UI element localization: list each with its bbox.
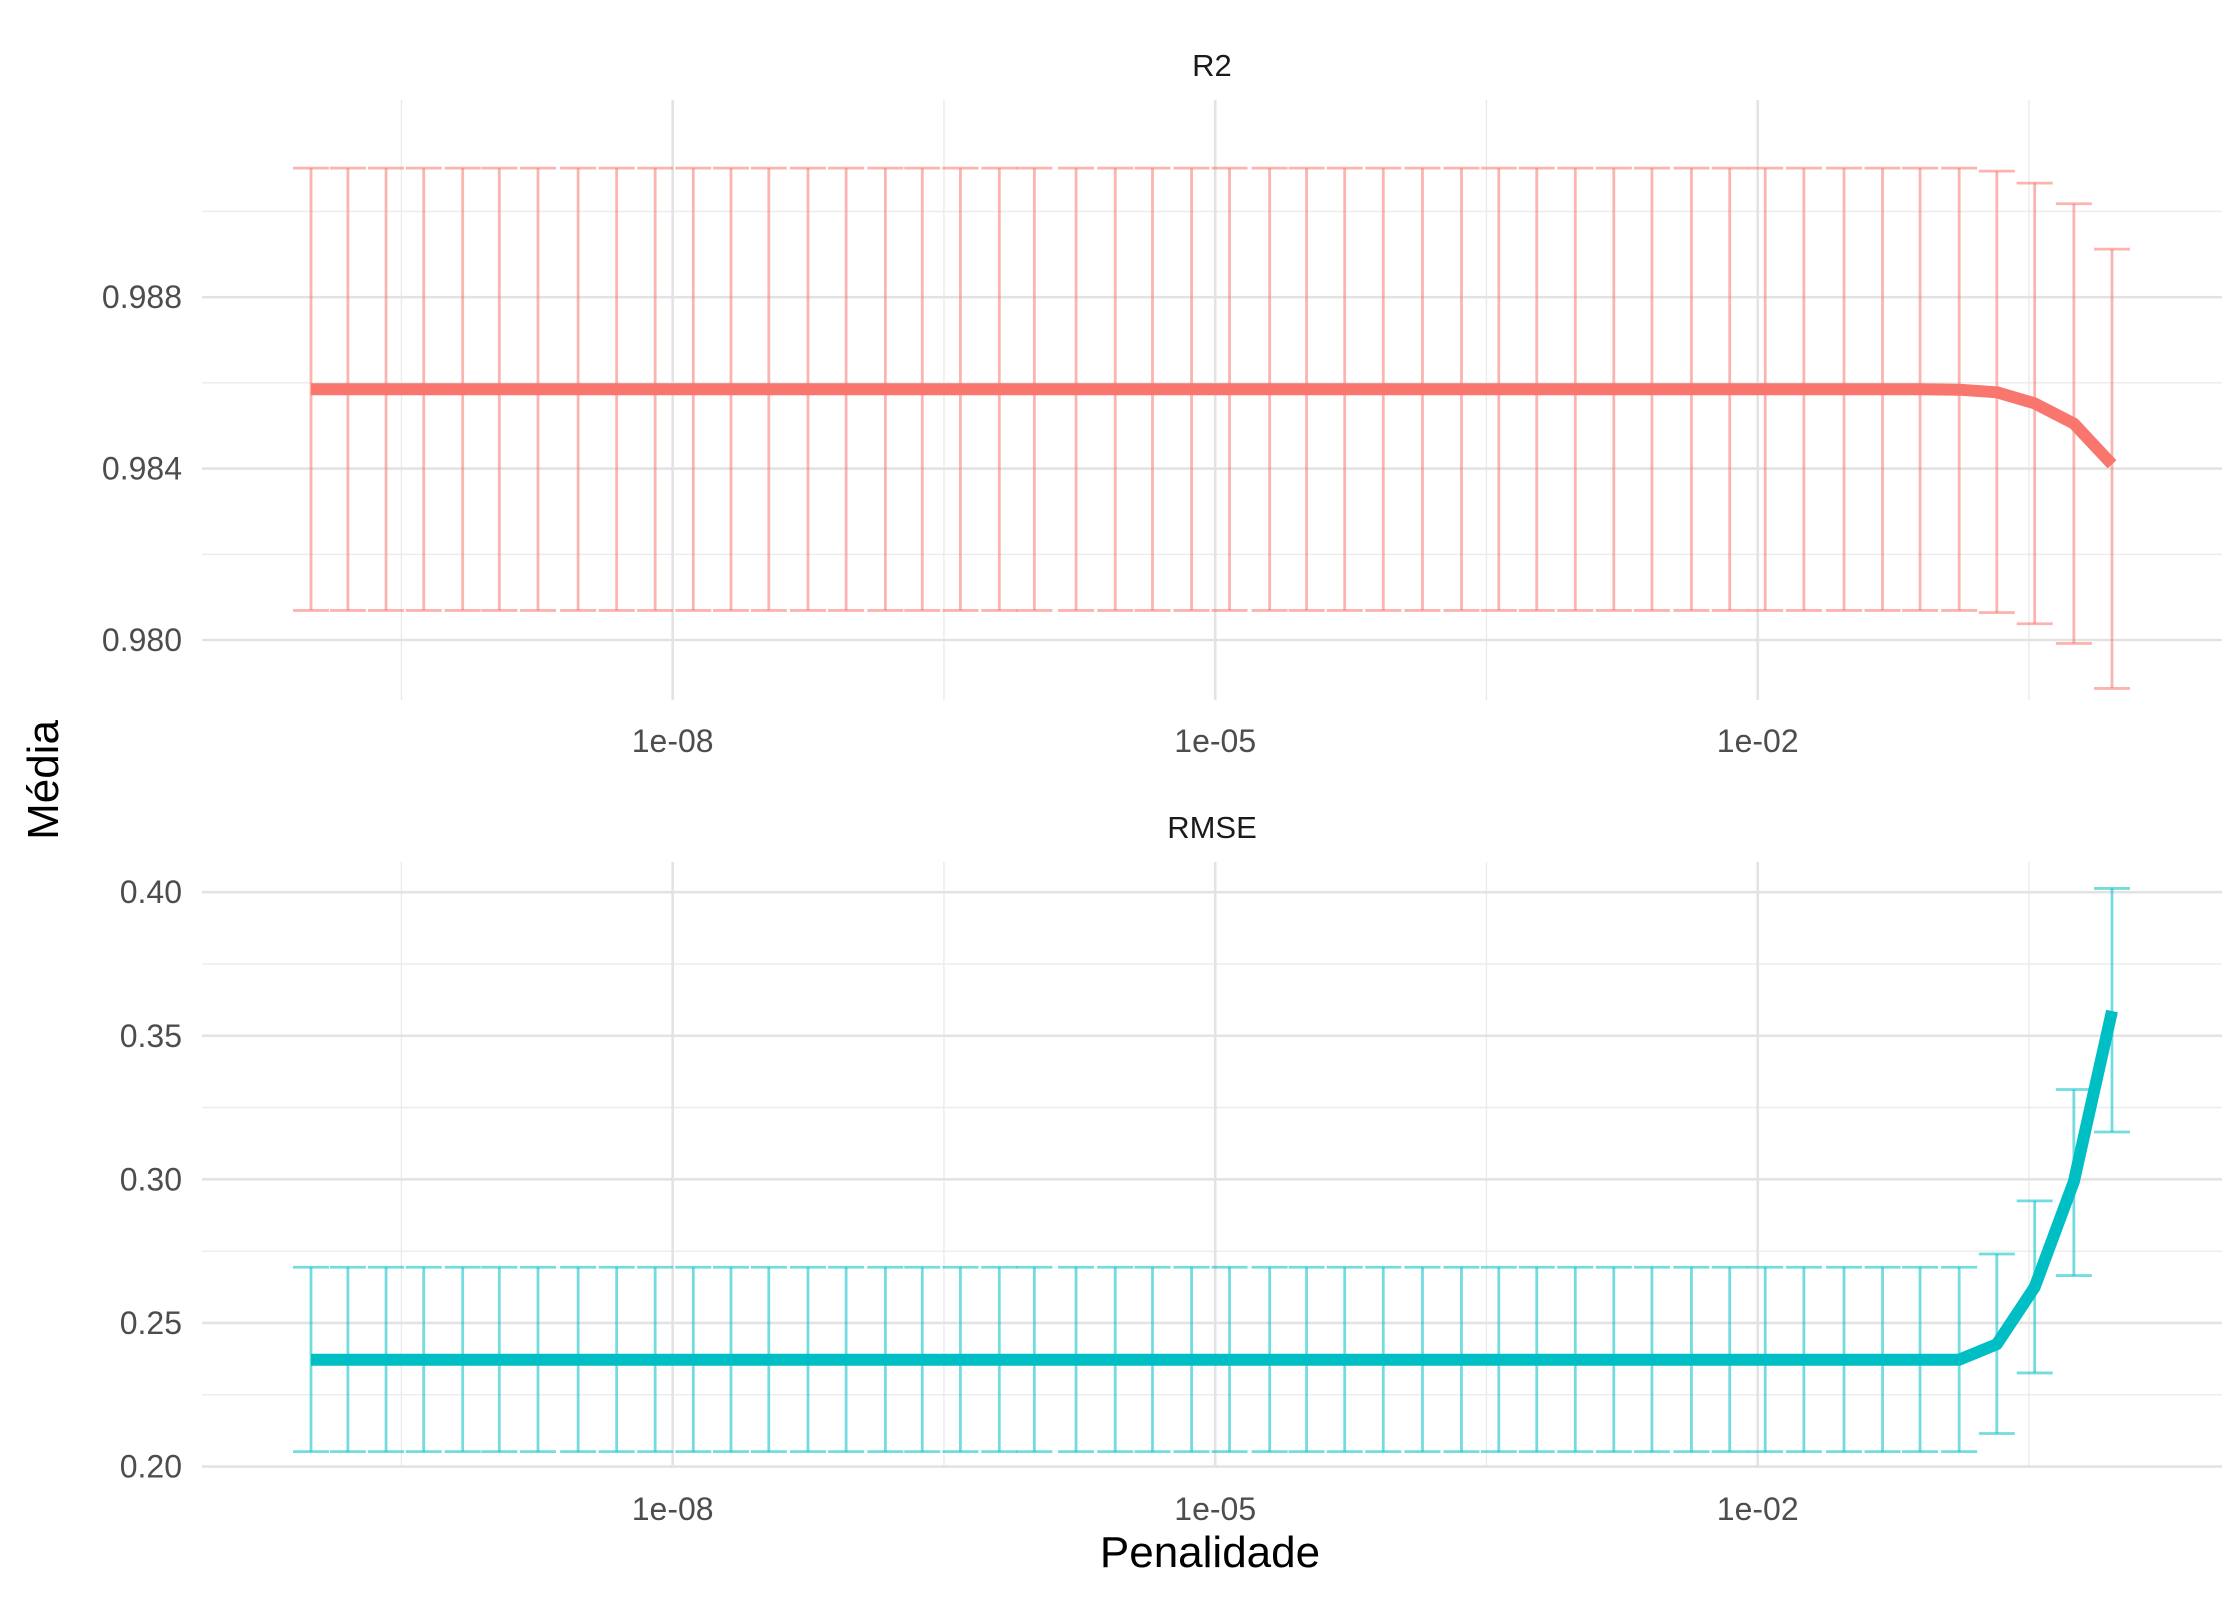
y-tick-label: 0.25 — [120, 1305, 182, 1341]
x-axis-title: Penalidade — [1100, 1528, 1320, 1577]
y-tick-label: 0.980 — [102, 622, 182, 658]
y-axis-title: Média — [19, 720, 68, 840]
y-tick-label: 0.984 — [102, 451, 182, 487]
y-tick-label: 0.20 — [120, 1449, 182, 1485]
panel-rmse: RMSE 0.20 0.25 0.30 0.35 0.40 1e-08 1e-05 1e-02 — [120, 810, 2222, 1527]
facet-strip-label: RMSE — [1167, 810, 1257, 845]
y-tick-label: 0.988 — [102, 279, 182, 315]
y-tick-label: 0.40 — [120, 874, 182, 910]
x-tick-label: 1e-05 — [1174, 1491, 1256, 1527]
x-tick-label: 1e-05 — [1174, 723, 1256, 759]
mean-line — [311, 1009, 2118, 1366]
error-bar — [2094, 887, 2130, 1134]
y-tick-label: 0.35 — [120, 1018, 182, 1054]
error-bar — [2094, 247, 2130, 690]
x-tick-label: 1e-02 — [1717, 723, 1799, 759]
panel-r2: R2 0.980 0.984 0.988 1e-08 1e-05 1e-02 — [102, 48, 2222, 759]
x-tick-label: 1e-08 — [632, 723, 714, 759]
x-tick-label: 1e-08 — [632, 1491, 714, 1527]
x-tick-label: 1e-02 — [1717, 1491, 1799, 1527]
mean-line — [311, 383, 2117, 469]
y-tick-label: 0.30 — [120, 1161, 182, 1197]
facet-strip-label: R2 — [1192, 48, 1232, 83]
